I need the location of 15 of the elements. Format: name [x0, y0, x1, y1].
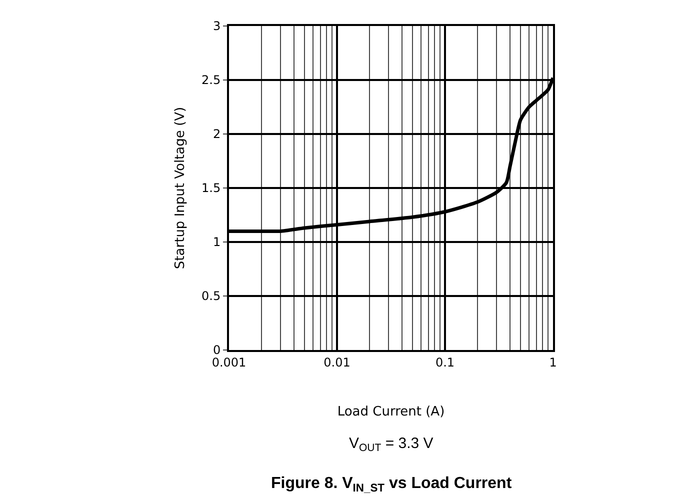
y-tick-label: 1.5: [202, 181, 221, 196]
text: V$_{OUT}$ = 3.3 V: [349, 435, 434, 454]
x-tick-label: 1: [549, 355, 557, 370]
x-tick-label: 0.001: [212, 355, 246, 370]
x-axis-title: Load Current (A): [337, 404, 445, 420]
x-tick-label: 0.1: [435, 355, 455, 370]
text: Figure 8. V$_{IN_ST}$ vs Load Current: [271, 475, 512, 494]
y-axis-title: Startup Input Voltage (V): [172, 106, 188, 270]
y-tick-label: 2.5: [202, 73, 221, 88]
x-tick-label: 0.01: [324, 355, 350, 370]
y-tick-label: 1: [212, 235, 221, 250]
y-tick-label: 3: [212, 19, 221, 34]
y-tick-label: 0: [212, 343, 221, 358]
y-tick-label: 2: [212, 127, 221, 142]
y-tick-label: 0.5: [202, 289, 221, 304]
